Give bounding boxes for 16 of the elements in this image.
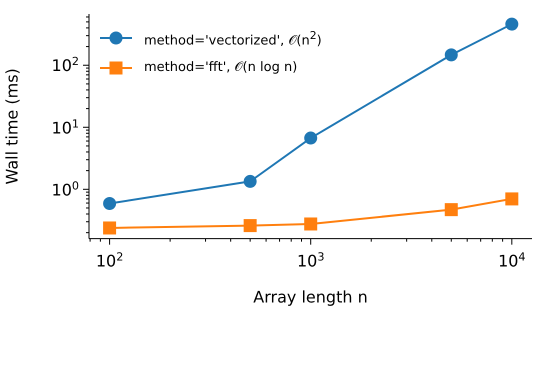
point [304, 132, 318, 145]
x-axis-title: Array length n [253, 288, 368, 307]
y-axis-title: Wall time (ms) [2, 68, 22, 184]
y-tick-label: 10$^{2}$ [52, 54, 79, 76]
point [505, 192, 518, 206]
y-tick-label: 10$^{0}$ [52, 178, 79, 200]
point [304, 217, 318, 230]
point [103, 221, 116, 234]
legend-label: method='fft', 𝒪(n log n) [144, 60, 298, 76]
x-tick-label: 10$^{2}$ [96, 250, 124, 271]
x-tick-label: 10$^{4}$ [498, 250, 526, 271]
x-tick-label: 10$^{3}$ [296, 250, 324, 271]
point [103, 197, 116, 210]
point [505, 18, 518, 31]
y-tick-label: 10$^{1}$ [52, 116, 79, 138]
legend-label: method='vectorized', 𝒪(n$^{2}$) [144, 29, 322, 48]
